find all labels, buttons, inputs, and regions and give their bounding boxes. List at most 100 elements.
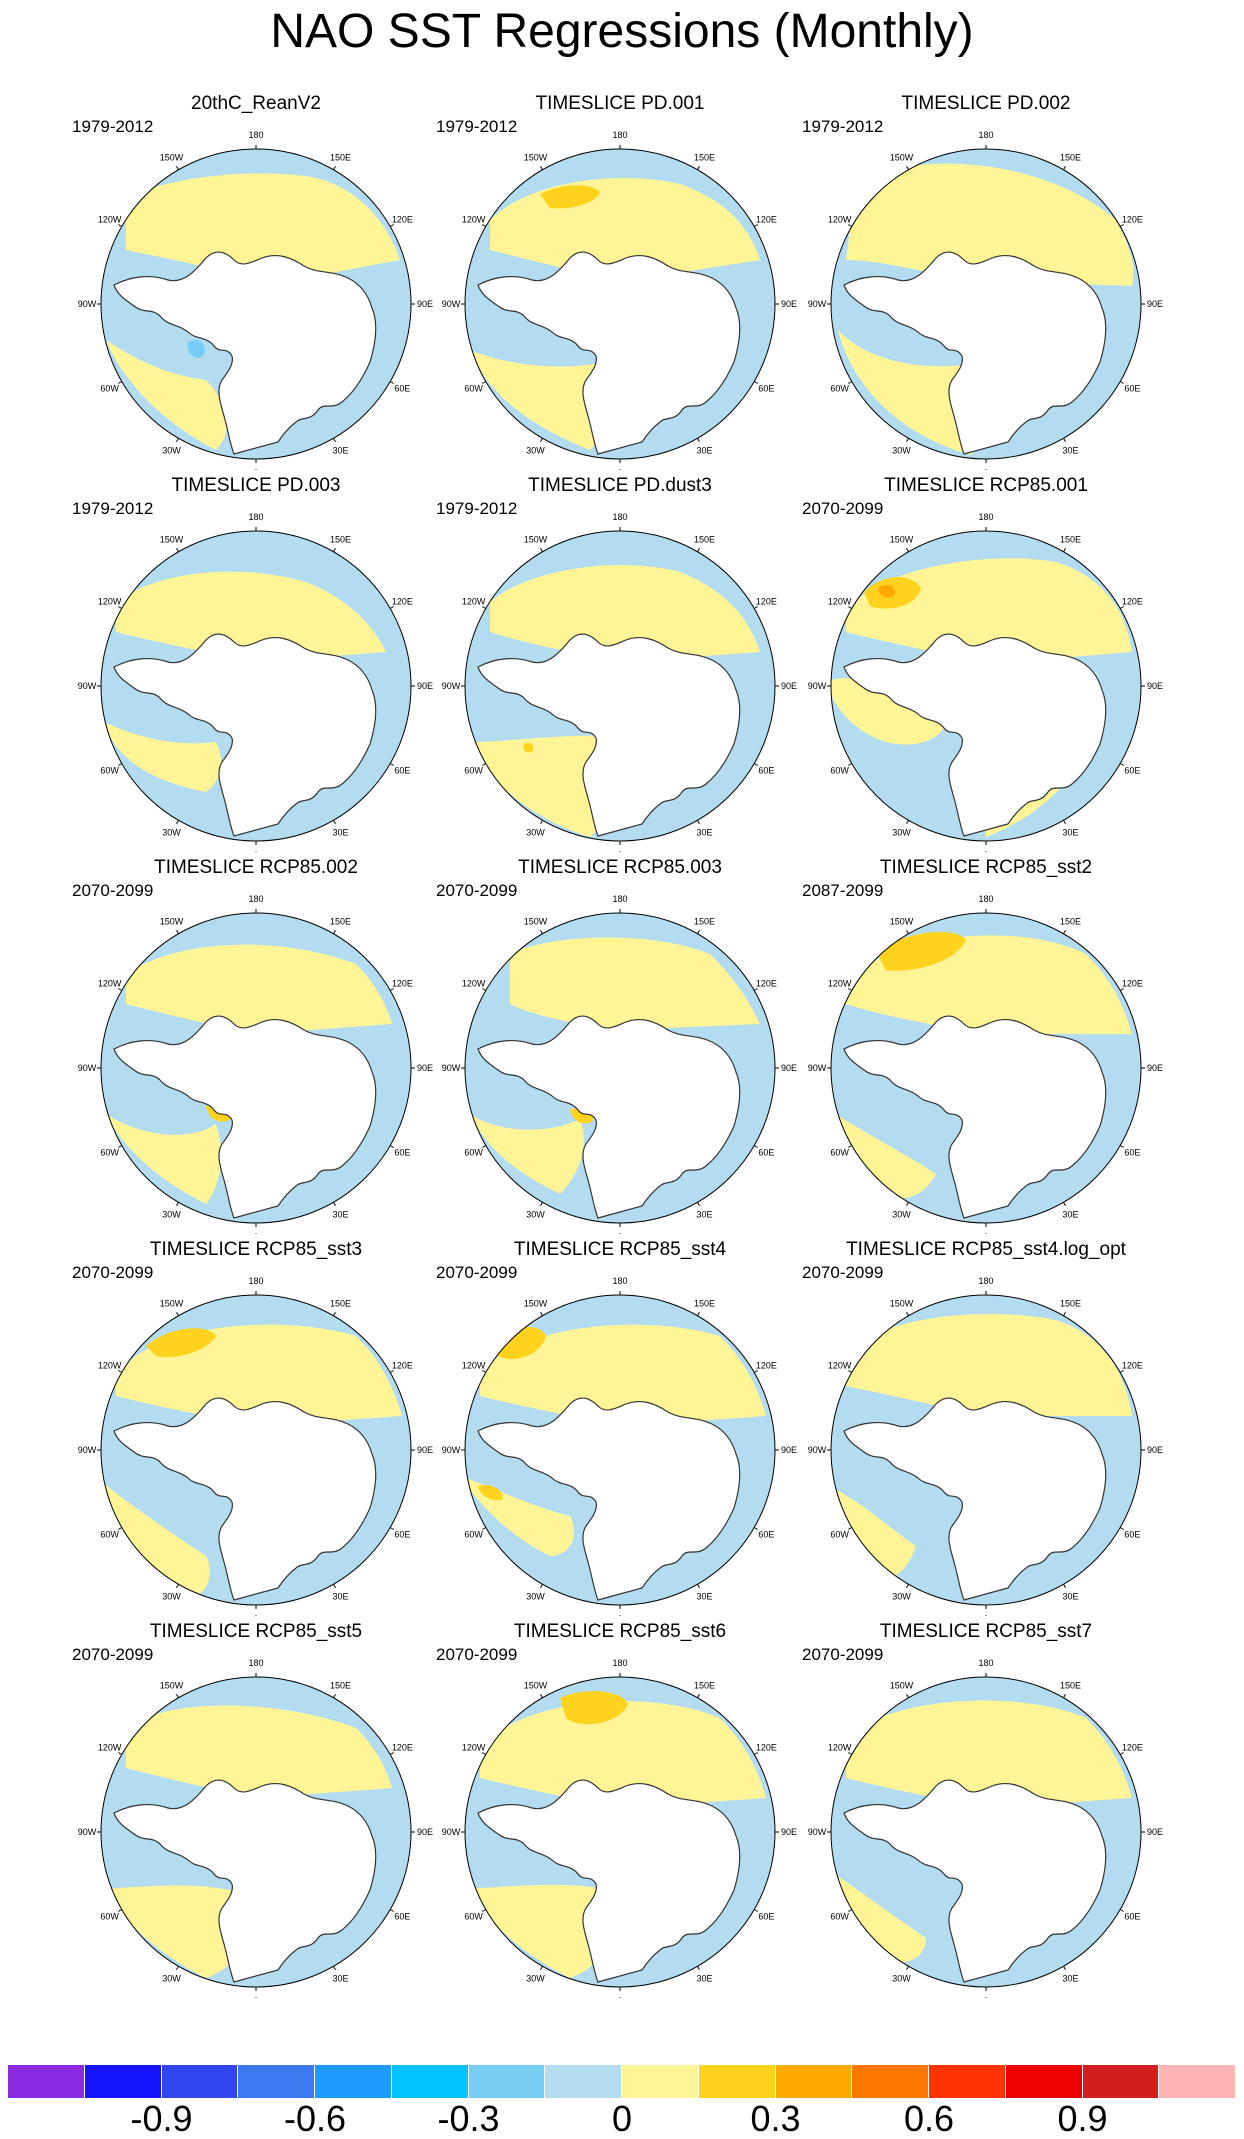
land-mask bbox=[843, 251, 1107, 455]
colorbar-label: -0.9 bbox=[130, 2098, 193, 2139]
anomaly-contour bbox=[510, 937, 760, 1030]
anomaly-contour bbox=[104, 722, 222, 792]
longitude-label: 30E bbox=[696, 1209, 712, 1219]
longitude-label: 150W bbox=[524, 153, 548, 163]
longitude-label: 120E bbox=[756, 979, 777, 989]
longitude-label: 60W bbox=[464, 1912, 483, 1922]
longitude-label: 150W bbox=[160, 153, 184, 163]
period-label: 2070-2099 bbox=[436, 881, 518, 900]
longitude-label: 90E bbox=[781, 1445, 797, 1455]
longitude-label: 0 bbox=[983, 850, 988, 852]
longitude-label: 150W bbox=[524, 535, 548, 545]
longitude-tick bbox=[540, 819, 543, 824]
period-label: 1979-2012 bbox=[802, 117, 884, 136]
map-panel: TIMESLICE RCP85_sst4 180 150E 120E 90E 60E 30E… bbox=[420, 1238, 820, 1616]
land-mask bbox=[843, 1779, 1107, 1983]
panel-title: TIMESLICE PD.001 bbox=[535, 93, 705, 114]
longitude-tick bbox=[176, 548, 179, 553]
longitude-tick bbox=[848, 988, 853, 991]
land-mask bbox=[113, 1779, 377, 1983]
longitude-label: 120E bbox=[1122, 597, 1143, 607]
anomaly-contour bbox=[838, 330, 982, 455]
panel-title: TIMESLICE RCP85_sst5 bbox=[149, 1621, 363, 1642]
longitude-label: 90E bbox=[417, 299, 433, 309]
anomaly-contour bbox=[560, 1691, 628, 1725]
longitude-label: 180 bbox=[612, 1276, 627, 1286]
land-mask bbox=[113, 251, 377, 455]
longitude-tick bbox=[118, 1370, 123, 1373]
polar-map: 180 150E 120E 90E 60E 30E 0 30W 60W 90W 120W 150W bbox=[442, 130, 797, 470]
longitude-label: 60W bbox=[464, 766, 483, 776]
longitude-label: 30W bbox=[162, 1591, 181, 1601]
longitude-label: 120W bbox=[98, 979, 122, 989]
polar-map: 180 150E 120E 90E 60E 30E 0 30W 60W 90W 120W 150W bbox=[808, 1276, 1163, 1616]
longitude-tick bbox=[176, 1694, 179, 1699]
longitude-label: 90E bbox=[417, 681, 433, 691]
longitude-label: 30E bbox=[332, 1591, 348, 1601]
anomaly-contour bbox=[846, 163, 1134, 286]
colorbar-label: 0.3 bbox=[750, 2098, 801, 2139]
longitude-label: 30W bbox=[892, 827, 911, 837]
longitude-tick bbox=[753, 381, 758, 384]
panel-title: 20thC_ReanV2 bbox=[191, 93, 321, 114]
longitude-label: 150E bbox=[330, 1299, 351, 1309]
longitude-label: 60W bbox=[464, 384, 483, 394]
period-label: 2070-2099 bbox=[72, 1645, 154, 1664]
panel-title: TIMESLICE PD.dust3 bbox=[528, 475, 712, 496]
map-panel: TIMESLICE PD.002 180 150E 120E 90E 60E 30E 0 30W… bbox=[786, 92, 1186, 470]
longitude-label: 120W bbox=[828, 1743, 852, 1753]
longitude-label: 60E bbox=[758, 384, 774, 394]
longitude-tick bbox=[118, 988, 123, 991]
longitude-label: 30E bbox=[332, 1209, 348, 1219]
longitude-tick bbox=[1063, 166, 1066, 171]
longitude-tick bbox=[906, 437, 909, 442]
land-mask bbox=[843, 633, 1107, 837]
longitude-label: 60W bbox=[100, 1148, 119, 1158]
longitude-label: 90W bbox=[78, 1827, 97, 1837]
polar-map: 180 150E 120E 90E 60E 30E 0 30W 60W 90W 120W 150W bbox=[442, 894, 797, 1234]
longitude-label: 30E bbox=[696, 827, 712, 837]
map-panel: TIMESLICE PD.dust3 180 150E 120E 90E 60E 30E 0 3… bbox=[420, 474, 820, 852]
longitude-label: 30E bbox=[332, 1973, 348, 1983]
longitude-label: 30E bbox=[1062, 1973, 1078, 1983]
longitude-tick bbox=[848, 224, 853, 227]
map-panel: TIMESLICE RCP85_sst4.log_opt 180 150E 120E 9… bbox=[786, 1238, 1186, 1616]
anomaly-contour bbox=[490, 564, 760, 662]
longitude-label: 150E bbox=[1060, 535, 1081, 545]
longitude-label: 90W bbox=[808, 299, 827, 309]
longitude-tick bbox=[1119, 224, 1124, 227]
longitude-tick bbox=[176, 819, 179, 824]
longitude-label: 150W bbox=[890, 917, 914, 927]
map-panel: TIMESLICE RCP85.002 180 150E 120E 90E 60E 30E 0… bbox=[56, 856, 456, 1234]
longitude-tick bbox=[540, 166, 543, 171]
longitude-label: 150E bbox=[694, 535, 715, 545]
anomaly-contour bbox=[470, 1114, 584, 1194]
longitude-tick bbox=[1063, 437, 1066, 442]
longitude-label: 120W bbox=[828, 1361, 852, 1371]
longitude-tick bbox=[333, 166, 336, 171]
longitude-tick bbox=[1063, 1583, 1066, 1588]
longitude-label: 90W bbox=[78, 681, 97, 691]
longitude-tick bbox=[540, 548, 543, 553]
longitude-label: 60W bbox=[830, 1148, 849, 1158]
longitude-tick bbox=[389, 381, 394, 384]
longitude-tick bbox=[1063, 1312, 1066, 1317]
longitude-label: 90E bbox=[1147, 1063, 1163, 1073]
longitude-label: 180 bbox=[978, 1276, 993, 1286]
longitude-tick bbox=[482, 1752, 487, 1755]
polar-map: 180 150E 120E 90E 60E 30E 0 30W 60W 90W 120W 150W bbox=[808, 130, 1163, 470]
longitude-tick bbox=[176, 930, 179, 935]
longitude-label: 30E bbox=[696, 1591, 712, 1601]
colorbar-label: -0.6 bbox=[283, 2098, 347, 2139]
longitude-label: 30W bbox=[526, 1209, 545, 1219]
longitude-label: 120E bbox=[1122, 1743, 1143, 1753]
longitude-tick bbox=[1119, 1752, 1124, 1755]
longitude-tick bbox=[848, 381, 853, 384]
longitude-label: 180 bbox=[248, 512, 263, 522]
anomaly-contour bbox=[831, 1486, 916, 1580]
longitude-label: 60E bbox=[758, 766, 774, 776]
panel-title: TIMESLICE RCP85_sst4.log_opt bbox=[846, 1239, 1126, 1260]
longitude-label: 0 bbox=[983, 1996, 988, 1998]
longitude-label: 90E bbox=[417, 1063, 433, 1073]
panel-title: TIMESLICE RCP85.001 bbox=[884, 475, 1088, 496]
